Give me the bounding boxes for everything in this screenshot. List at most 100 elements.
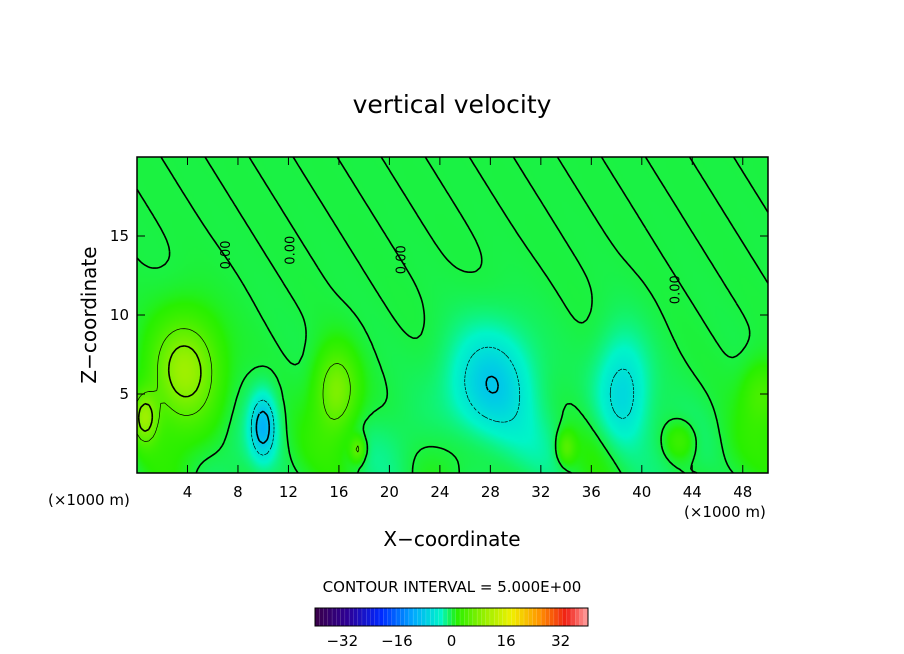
colorbar-cell xyxy=(361,607,367,627)
colorbar-cell xyxy=(353,607,359,627)
colorbar-cell xyxy=(468,607,474,627)
colorbar-cell xyxy=(481,607,487,627)
colorbar-cell xyxy=(553,607,559,627)
x-tick-label: 28 xyxy=(481,483,500,501)
colorbar-cell xyxy=(344,607,350,627)
colorbar-cell xyxy=(476,607,482,627)
colorbar-cell xyxy=(417,607,423,627)
colorbar-cell xyxy=(357,607,363,627)
contour-label-3: 0.00 xyxy=(668,275,683,304)
colorbar-tick-label: 0 xyxy=(447,632,457,650)
colorbar-cell xyxy=(374,607,380,627)
colorbar-cell xyxy=(340,607,346,627)
x-tick-label: 12 xyxy=(279,483,298,501)
y-tick-label: 10 xyxy=(110,306,129,324)
colorbar-cell xyxy=(519,607,525,627)
colorbar-tick-label: −16 xyxy=(381,632,413,650)
colorbar-cell xyxy=(348,607,354,627)
y-tick-label: 5 xyxy=(119,385,129,403)
colorbar-cell xyxy=(429,607,435,627)
colorbar-cell xyxy=(327,607,333,627)
colorbar-cell xyxy=(536,607,542,627)
colorbar-cell xyxy=(562,607,568,627)
chart-title: vertical velocity xyxy=(353,90,552,119)
colorbar-cell xyxy=(506,607,512,627)
colorbar-cell xyxy=(557,607,563,627)
contour-label-1: 0.00 xyxy=(283,236,298,265)
colorbar-cell xyxy=(523,607,529,627)
plot-area: 0.00 0.00 0.000.00 4 8 12 16 20 24 28 32 36 40 44 48 … xyxy=(110,156,769,501)
colorbar-cell xyxy=(442,607,448,627)
colorbar-cell xyxy=(434,607,440,627)
colorbar-cell xyxy=(404,607,410,627)
contour-level-neg8 xyxy=(255,375,499,445)
x-tick-label: 8 xyxy=(233,483,243,501)
colorbar-cell xyxy=(549,607,555,627)
colorbar-tick-label: 32 xyxy=(551,632,570,650)
colorbar-cell xyxy=(485,607,491,627)
y-axis-label: Z−coordinate xyxy=(77,246,101,383)
contour-label-0: 0.00 xyxy=(219,240,234,269)
colorbar-cell xyxy=(421,607,427,627)
colorbar-cell xyxy=(511,607,516,627)
colorbar-cell xyxy=(532,607,538,627)
colorbar-cell xyxy=(566,607,572,627)
colorbar-cell xyxy=(323,607,329,627)
colorbar-cell xyxy=(451,607,457,627)
colorbar-cell xyxy=(489,607,495,627)
contour-level-8 xyxy=(137,345,202,433)
x-tick-label: 48 xyxy=(733,483,752,501)
colorbar-cells xyxy=(314,607,589,627)
colorbar-cell xyxy=(425,607,431,627)
colorbar-cell xyxy=(472,607,478,627)
x-tick-label: 16 xyxy=(329,483,348,501)
x-tick-label: 32 xyxy=(531,483,550,501)
contour-level-neg5 xyxy=(250,346,635,456)
colorbar-cell xyxy=(447,607,453,627)
colorbar-cell xyxy=(412,607,418,627)
colorbar-cell xyxy=(370,607,376,627)
colorbar-cell xyxy=(400,607,406,627)
colorbar-cell xyxy=(515,607,521,627)
colorbar-cell xyxy=(459,607,465,627)
y-axis-ticks: 5 10 15 xyxy=(110,227,768,403)
colorbar-cell xyxy=(314,607,320,627)
colorbar-cell xyxy=(395,607,401,627)
x-tick-label: 44 xyxy=(683,483,702,501)
colorbar-frame xyxy=(314,607,589,627)
x-unit-left: (×1000 m) xyxy=(48,491,130,509)
colorbar-cell xyxy=(575,607,580,627)
colorbar-cell xyxy=(387,607,393,627)
colorbar-tick-label: −32 xyxy=(326,632,358,650)
x-tick-label: 40 xyxy=(632,483,651,501)
x-tick-label: 24 xyxy=(430,483,449,501)
colorbar-cell xyxy=(502,607,508,627)
colorbar-cell xyxy=(579,607,585,627)
colorbar-cell xyxy=(455,607,461,627)
colorbar-tick-label: 16 xyxy=(497,632,516,650)
heatmap-field xyxy=(137,157,768,473)
contour-labels: 0.00 0.00 0.00 0.00 xyxy=(219,236,683,304)
x-tick-label: 36 xyxy=(582,483,601,501)
x-tick-label: 20 xyxy=(380,483,399,501)
colorbar-cell xyxy=(391,607,397,627)
colorbar-cell xyxy=(365,607,371,627)
x-unit-right: (×1000 m) xyxy=(684,503,766,521)
colorbar: −32 −16 0 16 32 xyxy=(314,607,589,650)
colorbar-ticks: −32 −16 0 16 32 xyxy=(326,632,570,650)
contour-level-5 xyxy=(136,328,360,453)
colorbar-cell xyxy=(570,607,576,627)
x-axis-label: X−coordinate xyxy=(383,527,520,551)
x-axis-ticks: 4 8 12 16 20 24 28 32 36 40 44 48 xyxy=(183,157,752,501)
x-tick-label: 4 xyxy=(183,483,193,501)
colorbar-cell xyxy=(464,607,470,627)
colorbar-cell xyxy=(319,607,325,627)
colorbar-cell xyxy=(438,607,444,627)
colorbar-cell xyxy=(498,607,504,627)
colorbar-cell xyxy=(493,607,499,627)
colorbar-cell xyxy=(383,607,389,627)
contour-label-2: 0.00 xyxy=(395,245,410,274)
colorbar-cell xyxy=(331,607,337,627)
contour-lines xyxy=(136,156,769,474)
